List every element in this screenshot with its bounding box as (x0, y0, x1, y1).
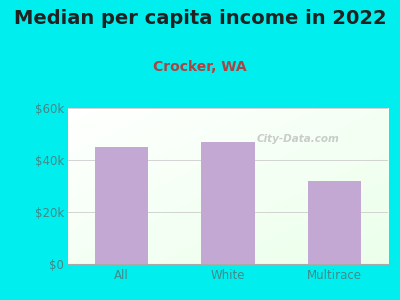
Text: City-Data.com: City-Data.com (257, 134, 340, 144)
Bar (201, 142, 255, 264)
Text: Crocker, WA: Crocker, WA (153, 60, 247, 74)
Text: Median per capita income in 2022: Median per capita income in 2022 (14, 9, 386, 28)
Bar (95, 147, 148, 264)
Bar (308, 181, 361, 264)
